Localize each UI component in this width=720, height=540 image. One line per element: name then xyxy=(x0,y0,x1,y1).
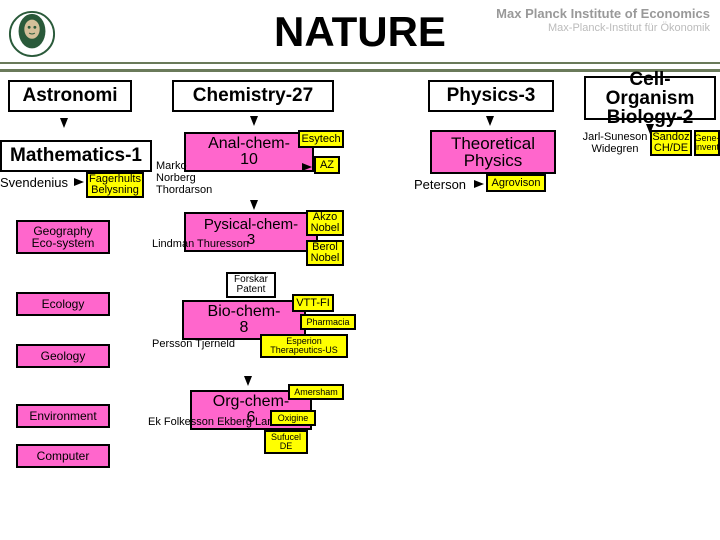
arrow-down-icon xyxy=(250,200,258,210)
pyschem-people: Lindman Thuresson xyxy=(152,238,249,250)
chemistry-box: Chemistry-27 xyxy=(172,80,334,112)
header: NATURE Max Planck Institute of Economics… xyxy=(0,0,720,72)
berol-box: Berol Nobel xyxy=(306,240,344,266)
pharmacia-box: Pharmacia xyxy=(300,314,356,330)
geography-box: Geography Eco-system xyxy=(16,220,110,254)
agrovison-box: Agrovison xyxy=(486,174,546,192)
svendenius-label: Svendenius xyxy=(0,176,68,190)
institute-en: Max Planck Institute of Economics xyxy=(496,6,710,21)
akzo-box: Akzo Nobel xyxy=(306,210,344,236)
cellorg-box: Cell-Organism Biology-2 xyxy=(584,76,716,120)
header-rule xyxy=(0,62,720,64)
computer-box: Computer xyxy=(16,444,110,468)
gene-box: Gene-invent xyxy=(694,130,720,156)
geology-box: Geology xyxy=(16,344,110,368)
fagerhults-box: Fagerhults Belysning xyxy=(86,172,144,198)
biochem-people: Persson Tjerneld xyxy=(152,338,235,350)
institute-de: Max-Planck-Institut für Ökonomik xyxy=(548,22,710,34)
analchem-people: Marko Norberg Thordarson xyxy=(156,160,222,196)
esytech-box: Esytech xyxy=(298,130,344,148)
forskar-box: Forskar Patent xyxy=(226,272,276,298)
biochem-n: 8 xyxy=(240,320,249,336)
pyschem-title: Pysical-chem- xyxy=(204,217,298,232)
oxigine-box: Oxigine xyxy=(270,410,316,426)
biochem-title: Bio-chem- xyxy=(208,304,281,320)
theophys-box: Theoretical Physics xyxy=(430,130,556,174)
arrow-right-icon xyxy=(74,178,84,186)
esperion-box: Esperion Therapeutics-US xyxy=(260,334,348,358)
astronomi-box: Astronomi xyxy=(8,80,132,112)
ecology-box: Ecology xyxy=(16,292,110,316)
az-box: AZ xyxy=(314,156,340,174)
arrow-down-icon xyxy=(244,376,252,386)
orgchem-title: Org-chem- xyxy=(213,394,289,410)
jarl-label: Jarl-Suneson Widegren xyxy=(572,132,658,155)
environment-box: Environment xyxy=(16,404,110,428)
sandoz-box: Sandoz CH/DE xyxy=(650,130,692,156)
minerva-logo xyxy=(8,10,56,58)
analchem-title: Anal-chem- xyxy=(208,136,290,152)
peterson-label: Peterson xyxy=(414,178,466,192)
mathematics-box: Mathematics-1 xyxy=(0,140,152,172)
arrow-down-icon xyxy=(60,118,68,128)
arrow-down-icon xyxy=(250,116,258,126)
arrow-right-icon xyxy=(302,163,312,171)
arrow-right-icon xyxy=(474,180,484,188)
vtt-box: VTT-FI xyxy=(292,294,334,312)
amersham-box: Amersham xyxy=(288,384,344,400)
arrow-down-icon xyxy=(486,116,494,126)
analchem-n: 10 xyxy=(240,152,258,168)
physics-box: Physics-3 xyxy=(428,80,554,112)
sufucel-box: Sufucel DE xyxy=(264,430,308,454)
main-title: NATURE xyxy=(274,8,446,56)
